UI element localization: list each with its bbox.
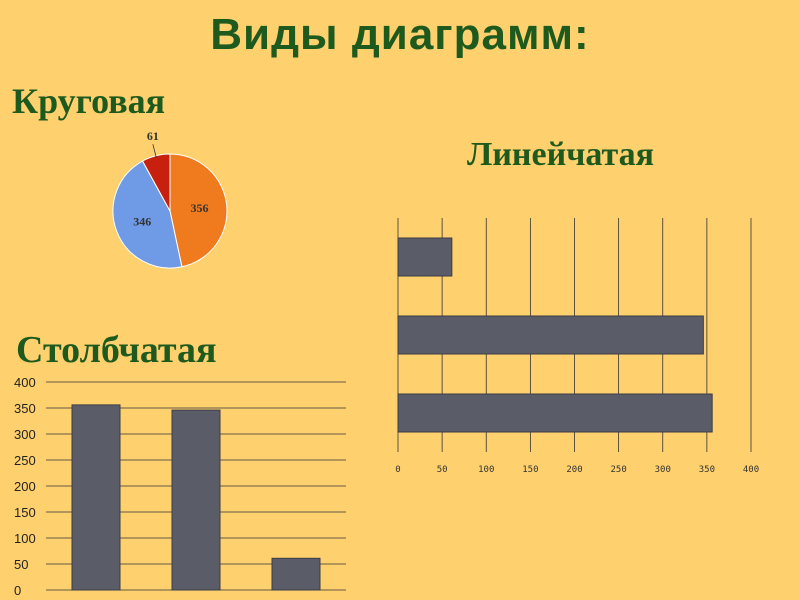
hbar-tick-label: 50 (437, 465, 448, 475)
column-tick-label: 150 (14, 505, 36, 520)
column-tick-label: 350 (14, 401, 36, 416)
pie-data-label: 356 (190, 201, 208, 215)
horizontal-bar-chart: 0 50 100 150 200 250 300 350 400 (395, 218, 759, 475)
hbar-tick-label: 350 (699, 465, 715, 475)
hbar-tick-label: 300 (655, 465, 671, 475)
hbar-tick-label: 0 (395, 465, 400, 475)
pie-leader-line (152, 144, 157, 158)
column-chart: 0 50 100 150 200 250 300 350 400 (14, 375, 346, 598)
column-bar (71, 404, 121, 591)
pie-chart: 356 346 61 (112, 129, 228, 269)
column-tick-label: 50 (14, 557, 28, 572)
hbar-tick-label: 200 (566, 465, 582, 475)
hbar-bar (397, 315, 704, 355)
pie-data-label: 61 (147, 129, 159, 143)
hbar-tick-label: 100 (478, 465, 494, 475)
column-tick-label: 100 (14, 531, 36, 546)
hbar-bar (397, 237, 453, 277)
hbar-tick-label: 250 (610, 465, 626, 475)
column-tick-label: 0 (14, 583, 21, 598)
hbar-tick-label: 400 (743, 465, 759, 475)
pie-data-label: 346 (133, 214, 151, 228)
page-title: Виды диаграмм: (210, 10, 590, 59)
horizontal-bar-chart-heading: Линейчатая (467, 136, 654, 173)
pie-slice (112, 160, 183, 269)
column-tick-label: 300 (14, 427, 36, 442)
pie-slice (169, 153, 228, 268)
pie-chart-heading: Круговая (12, 81, 166, 121)
column-tick-label: 250 (14, 453, 36, 468)
hbar-bar (397, 393, 713, 433)
column-tick-label: 400 (14, 375, 36, 390)
column-tick-label: 200 (14, 479, 36, 494)
column-chart-heading: Столбчатая (16, 329, 217, 371)
column-bar (271, 557, 321, 591)
hbar-tick-label: 150 (522, 465, 538, 475)
column-bar (171, 409, 221, 591)
